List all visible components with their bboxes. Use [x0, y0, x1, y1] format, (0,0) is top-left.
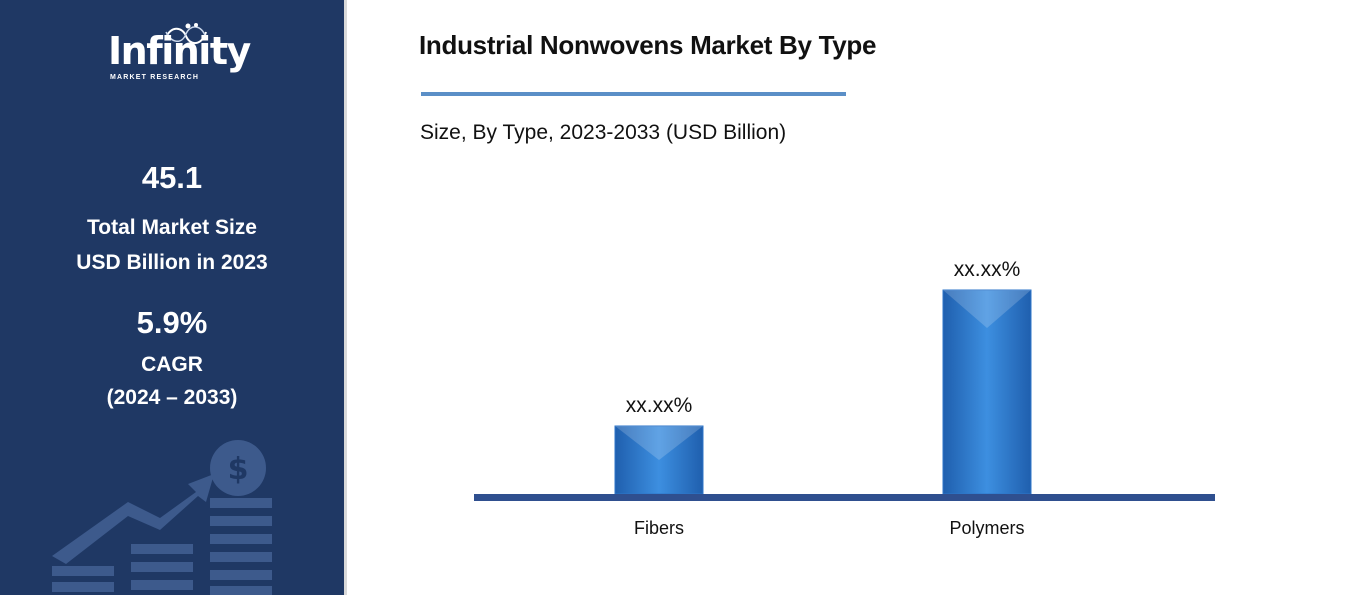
- x-tick-label-polymers: Polymers: [949, 518, 1024, 538]
- x-axis-line: [474, 494, 1215, 501]
- infinity-swirl-icon: [165, 23, 207, 44]
- data-label-fibers: xx.xx%: [626, 394, 693, 417]
- bar-rect: [614, 425, 704, 495]
- market-size-label: Total Market Size: [87, 216, 257, 239]
- data-label-polymers: xx.xx%: [954, 258, 1021, 281]
- panel-divider: [344, 0, 347, 595]
- bar-rect: [942, 289, 1032, 495]
- cagr-value: 5.9%: [136, 305, 208, 340]
- bar-chart: xx.xx% Fibers xx.xx% Polymers: [474, 258, 1215, 538]
- market-size-unit: USD Billion in 2023: [76, 251, 268, 274]
- x-tick-label-fibers: Fibers: [634, 518, 684, 538]
- logo-wordmark: Infinity: [108, 29, 251, 73]
- bar-bevel: [943, 290, 1031, 328]
- title-underline: [421, 92, 846, 96]
- market-size-value: 45.1: [141, 160, 203, 195]
- growth-chart-icon: $: [52, 440, 272, 595]
- cagr-period: (2024 – 2033): [106, 386, 238, 409]
- logo-tagline: MARKET RESEARCH: [110, 74, 200, 81]
- cagr-label: CAGR: [141, 353, 203, 376]
- bar-bevel: [615, 426, 703, 460]
- chart-subtitle: Size, By Type, 2023-2033 (USD Billion): [420, 121, 787, 144]
- svg-text:$: $: [228, 452, 249, 487]
- bar-fibers: [614, 425, 704, 495]
- chart-title: Industrial Nonwovens Market By Type: [419, 30, 877, 60]
- brand-logo: Infinity MARKET RESEARCH: [104, 22, 251, 88]
- stats-panel: Infinity MARKET RESEARCH 45.1 Total Mark…: [0, 0, 344, 595]
- bar-polymers: [942, 289, 1032, 495]
